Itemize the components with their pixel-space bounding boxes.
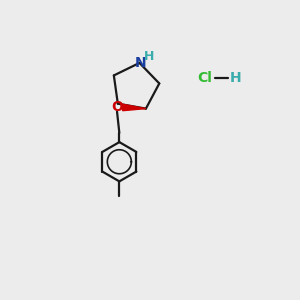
Text: O: O [111,100,123,115]
Polygon shape [123,104,146,111]
Text: N: N [135,56,146,70]
Text: H: H [144,50,154,62]
Text: Cl: Cl [197,70,212,85]
Text: H: H [230,70,242,85]
